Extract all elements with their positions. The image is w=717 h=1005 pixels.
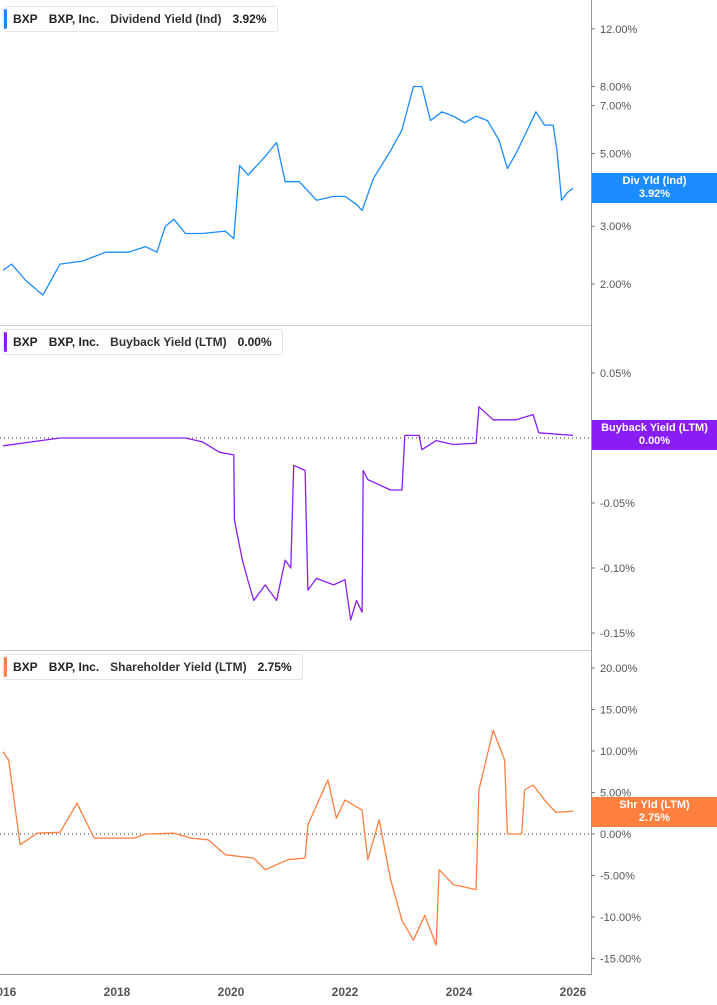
y-tick-label: -0.05% (600, 498, 635, 510)
legend-ticker: BXP (13, 660, 38, 674)
y-tick-label: 2.00% (600, 279, 631, 291)
legend-metric: Buyback Yield (LTM) (110, 335, 227, 349)
series-color-marker (4, 9, 7, 29)
tag-label: Div Yld (Ind) (622, 175, 687, 187)
y-tick-label: -10.00% (600, 912, 641, 924)
legend-value: 3.92% (232, 12, 267, 26)
y-tick-label: -0.15% (600, 628, 635, 640)
y-tick-label: 3.00% (600, 221, 631, 233)
y-tick-label: -15.00% (600, 954, 641, 966)
x-tick-label: 2022 (332, 985, 359, 999)
series-color-marker (4, 657, 7, 677)
series-line-2 (2, 729, 574, 946)
current-value-tag-buyback: Buyback Yield (LTM) 0.00% (592, 420, 717, 450)
y-tick-label: 5.00% (600, 148, 631, 160)
tag-label: Shr Yld (LTM) (619, 799, 690, 811)
y-tick-label: 10.00% (600, 746, 638, 758)
tag-value: 0.00% (638, 435, 671, 447)
x-tick-label: 2024 (446, 985, 473, 999)
legend-ticker: BXP (13, 335, 38, 349)
y-tick-label: 5.00% (600, 788, 631, 800)
y-tick-label: -0.10% (600, 563, 635, 575)
tag-value: 3.92% (638, 188, 671, 200)
series-line-1 (2, 406, 574, 621)
y-tick-label: 0.00% (600, 829, 631, 841)
y-tick-label: 15.00% (600, 705, 638, 717)
legend-ticker: BXP (13, 12, 38, 26)
y-tick-label: 8.00% (600, 82, 631, 94)
y-tick-label: -5.00% (600, 871, 635, 883)
x-tick-label: 2026 (560, 985, 587, 999)
legend-metric: Dividend Yield (Ind) (110, 12, 222, 26)
x-tick-label: 2020 (218, 985, 245, 999)
legend-metric: Shareholder Yield (LTM) (110, 660, 247, 674)
series-color-marker (4, 332, 7, 352)
legend-shareholder-yield[interactable]: BXP BXP, Inc. Shareholder Yield (LTM) 2.… (3, 654, 303, 680)
tag-value: 2.75% (638, 812, 671, 824)
legend-dividend-yield[interactable]: BXP BXP, Inc. Dividend Yield (Ind) 3.92% (3, 6, 278, 32)
y-tick-label: 0.05% (600, 368, 631, 380)
legend-company: BXP, Inc. (48, 660, 100, 674)
x-tick-label: 2016 (0, 985, 17, 999)
y-tick-label: 12.00% (600, 24, 638, 36)
y-tick-label: 7.00% (600, 101, 631, 113)
x-tick-label: 2018 (104, 985, 131, 999)
series-line-0 (2, 85, 574, 296)
current-value-tag-dividend: Div Yld (Ind) 3.92% (592, 173, 717, 203)
legend-value: 0.00% (237, 335, 272, 349)
legend-buyback-yield[interactable]: BXP BXP, Inc. Buyback Yield (LTM) 0.00% (3, 329, 283, 355)
legend-company: BXP, Inc. (48, 335, 100, 349)
legend-company: BXP, Inc. (48, 12, 100, 26)
legend-value: 2.75% (257, 660, 292, 674)
current-value-tag-shareholder: Shr Yld (LTM) 2.75% (592, 797, 717, 827)
y-tick-label: 20.00% (600, 663, 638, 675)
tag-label: Buyback Yield (LTM) (601, 422, 708, 434)
